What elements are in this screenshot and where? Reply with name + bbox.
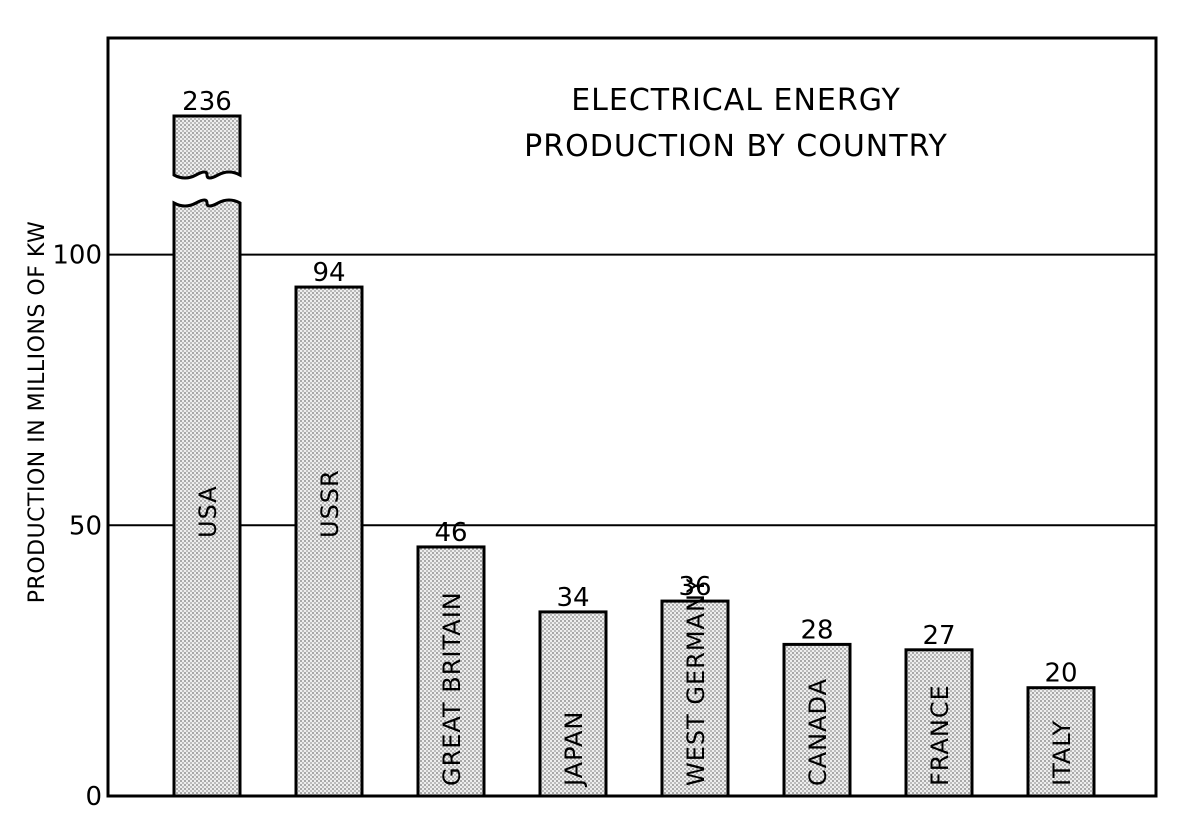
bar <box>294 285 364 798</box>
bar-group: 27 FRANCE <box>904 621 974 798</box>
bar <box>660 599 730 798</box>
y-tick-label: 0 <box>85 782 102 812</box>
bar <box>538 610 608 798</box>
bar <box>1026 686 1096 798</box>
value-label: 46 <box>434 518 467 548</box>
value-label: 28 <box>800 615 833 645</box>
value-label: 34 <box>556 583 589 613</box>
category-label: USSR <box>316 469 344 538</box>
bar-top-cap <box>172 114 242 180</box>
bars: 236 USA 94 USSR 46 GREAT BRITAIN 34 JAPAN 36WEST… <box>172 87 1096 798</box>
category-label: CANADA <box>804 678 832 786</box>
value-label: 94 <box>312 258 345 288</box>
bar <box>904 648 974 798</box>
bar-group: 20 ITALY <box>1026 659 1096 798</box>
bar-group: 46 GREAT BRITAIN <box>416 518 486 798</box>
y-tick-label: 50 <box>69 511 102 541</box>
chart-title-line-1: ELECTRICAL ENERGY <box>571 83 901 118</box>
bar <box>782 642 852 798</box>
category-label: JAPAN <box>560 711 588 788</box>
bar-group: 34 JAPAN <box>538 583 608 798</box>
category-label: USA <box>194 485 222 538</box>
category-label: GREAT BRITAIN <box>438 591 466 786</box>
category-label: ITALY <box>1048 720 1076 786</box>
category-label: FRANCE <box>926 684 954 786</box>
bar <box>416 545 486 798</box>
y-axis-label: PRODUCTION IN MILLIONS OF KW <box>25 221 50 603</box>
plot-frame <box>106 36 1158 798</box>
value-label: 36 <box>678 572 711 602</box>
y-tick-label: 100 <box>52 241 102 271</box>
value-label: 236 <box>182 87 232 117</box>
bar <box>172 198 242 798</box>
bar-group: 28 CANADA <box>782 615 852 798</box>
bar-group: 94 USSR <box>294 258 364 798</box>
value-label: 20 <box>1044 659 1077 689</box>
value-label: 27 <box>922 621 955 651</box>
y-tick-labels: 0 50 100 <box>52 241 102 812</box>
bar-group: 236 USA <box>172 87 242 798</box>
category-label: WEST GERMANY <box>682 577 710 786</box>
chart-title-line-2: PRODUCTION BY COUNTRY <box>524 129 948 164</box>
gridlines <box>108 253 1156 527</box>
